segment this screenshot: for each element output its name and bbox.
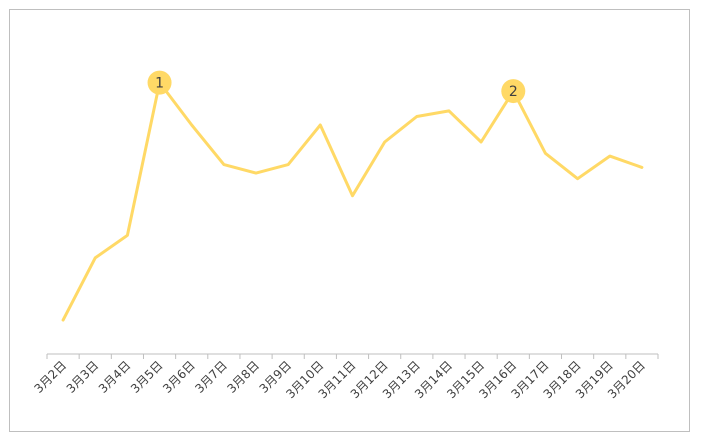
x-tick-label: 3月7日 — [192, 358, 230, 396]
x-tick-label: 3月6日 — [160, 358, 198, 396]
x-tick-label: 3月5日 — [128, 358, 166, 396]
annotation-label: 1 — [155, 76, 164, 92]
annotation-marker — [147, 70, 172, 95]
series-line-group — [61, 81, 644, 322]
annotation-markers: 12 — [147, 70, 526, 104]
x-tick-label: 3月4日 — [96, 358, 134, 396]
x-tick-label: 3月3日 — [64, 358, 102, 396]
series-line — [61, 81, 644, 322]
x-tick-label: 3月2日 — [32, 358, 70, 396]
annotation-label: 2 — [509, 84, 518, 100]
x-tick-label: 3月8日 — [224, 358, 262, 396]
x-tick-labels: 3月2日3月3日3月4日3月5日3月6日3月7日3月8日3月9日3月10日3月1… — [32, 358, 649, 401]
annotation-marker — [501, 79, 526, 104]
chart-frame — [9, 9, 690, 432]
x-axis — [46, 353, 659, 359]
